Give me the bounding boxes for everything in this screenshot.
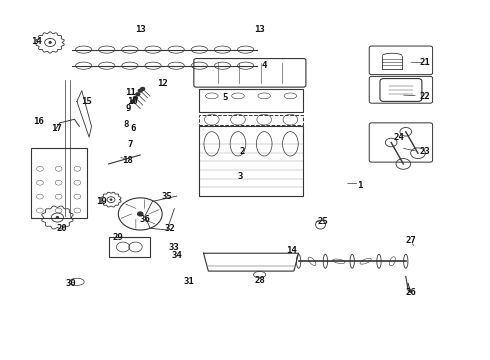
Text: 16: 16 [33, 117, 44, 126]
Text: 36: 36 [140, 215, 150, 224]
Bar [199, 89, 303, 112]
Circle shape [133, 96, 137, 99]
Text: 29: 29 [113, 233, 123, 242]
Text: 25: 25 [318, 217, 328, 226]
Text: 22: 22 [420, 91, 431, 100]
Text: 32: 32 [164, 224, 175, 233]
Text: 3: 3 [238, 172, 243, 181]
Text: 30: 30 [65, 279, 76, 288]
Circle shape [138, 89, 142, 92]
Text: 7: 7 [128, 140, 133, 149]
Circle shape [110, 199, 112, 200]
Text: 34: 34 [172, 251, 182, 260]
Circle shape [138, 212, 143, 216]
Circle shape [141, 87, 145, 90]
Text: 18: 18 [122, 156, 132, 165]
Text: 12: 12 [157, 79, 168, 88]
Text: 35: 35 [162, 192, 172, 201]
Text: 19: 19 [96, 197, 107, 206]
Text: 13: 13 [135, 26, 146, 35]
Text: 2: 2 [240, 147, 245, 156]
Circle shape [131, 100, 135, 103]
Bar [199, 126, 303, 196]
Text: 33: 33 [169, 243, 180, 252]
Circle shape [49, 42, 51, 43]
Bar [30, 148, 87, 217]
Text: 14: 14 [286, 246, 296, 255]
Text: 9: 9 [125, 104, 131, 113]
Text: 10: 10 [127, 97, 138, 106]
Text: 15: 15 [81, 97, 92, 106]
Text: 27: 27 [405, 236, 416, 245]
Text: 31: 31 [184, 277, 195, 286]
Text: 24: 24 [393, 132, 404, 141]
Bar [109, 237, 150, 257]
Text: 8: 8 [123, 120, 128, 129]
Text: 28: 28 [254, 275, 265, 284]
Text: 23: 23 [420, 147, 431, 156]
Text: 6: 6 [130, 124, 136, 133]
Text: 21: 21 [420, 58, 431, 67]
Text: 13: 13 [254, 26, 265, 35]
Text: 1: 1 [357, 181, 362, 190]
Circle shape [56, 217, 58, 218]
Text: 26: 26 [405, 288, 416, 297]
Text: 17: 17 [51, 124, 62, 133]
Text: 14: 14 [31, 37, 42, 46]
Text: 5: 5 [223, 93, 228, 102]
Text: 11: 11 [125, 88, 136, 97]
Text: 4: 4 [262, 61, 267, 70]
Circle shape [136, 93, 140, 96]
Text: 20: 20 [57, 224, 68, 233]
Bar [199, 114, 303, 125]
